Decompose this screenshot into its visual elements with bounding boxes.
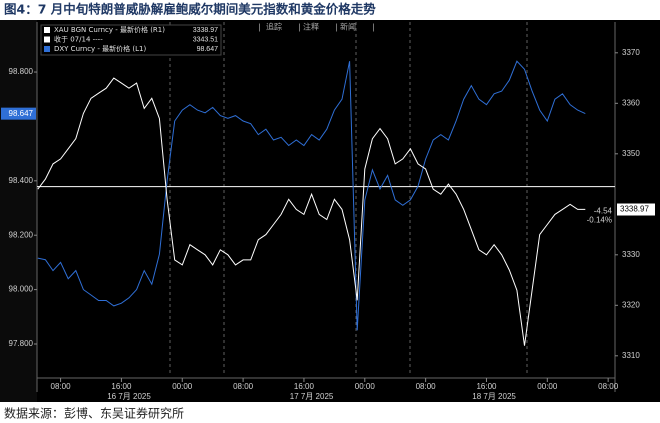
date-label: 17 7月 2025 [290,392,334,401]
toolbar: | | | | [258,23,375,32]
y-tick-label: 98.000 [9,285,34,294]
x-tick-label: 00:00 [355,382,376,391]
x-tick-label: 00:00 [172,382,193,391]
y2-tick-label: 3310 [622,351,640,360]
legend-value: 3338.97 [193,27,218,34]
x-tick-label: 00:00 [537,382,558,391]
toolbar-button: 新闻 [340,22,356,32]
toolbar-button: 注释 [303,22,319,32]
x-tick-label: 16:00 [476,382,497,391]
y2-tick-label: 3370 [622,48,640,57]
change-label: -4.54 [594,207,613,216]
legend-swatch [44,36,50,43]
legend-label: 收于 07/14 ---- [54,35,103,44]
x-tick-label: 08:00 [416,382,437,391]
x-tick-label: 16:00 [111,382,132,391]
last-value-box [1,107,36,120]
toolbar-separator: | [372,23,375,32]
y2-tick-label: 3330 [622,250,640,259]
y-tick-label: 98.400 [9,176,34,185]
y2-tick-label: 3360 [622,98,640,107]
last-value-label: 3338.97 [620,205,649,214]
left-axis-band [0,20,37,402]
x-tick-label: 08:00 [233,382,254,391]
legend-swatch [44,46,50,52]
last-value-label: 98.647 [9,109,34,118]
legend-label: XAU BGN Curncy - 最新价格 (R1) [54,25,165,34]
x-tick-label: 08:00 [51,382,72,391]
legend-value: 3343.51 [193,36,218,43]
last-value-box [617,203,655,216]
toolbar-separator: | [335,23,338,32]
toolbar-separator: | [298,23,301,32]
y2-tick-label: 3320 [622,300,640,309]
legend-box [40,24,222,56]
series-line [37,60,586,331]
toolbar-button: 追踪 [266,22,282,32]
legend-swatch [44,27,50,33]
toolbar-separator: | [258,23,261,32]
y-tick-label: 97.800 [9,339,34,348]
date-label: 18 7月 2025 [472,392,516,401]
y2-tick-label: 3350 [622,149,640,158]
legend-value: 98.647 [197,46,219,53]
date-label: 16 7月 2025 [107,392,151,401]
x-tick-label: 16:00 [294,382,315,391]
chart-title: 图4：7 月中旬特朗普威胁解雇鲍威尔期间美元指数和黄金价格走势 [4,2,376,17]
y-tick-label: 98.800 [9,67,34,76]
source-note: 数据来源：彭博、东吴证券研究所 [4,406,184,421]
x-tick-label: 08:00 [598,382,619,391]
change-percent-label: -0.14% [587,216,612,225]
session-dividers [169,22,528,375]
legend-label: DXY Curncy - 最新价格 (L1) [54,44,146,53]
series-line [37,77,586,346]
y-tick-label: 98.200 [9,230,34,239]
